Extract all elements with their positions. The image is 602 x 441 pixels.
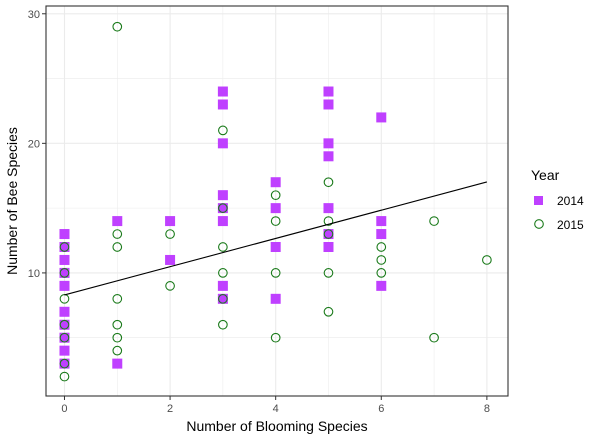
data-point-2014: [217, 293, 228, 304]
data-point-2015: [218, 293, 228, 304]
data-point-2015: [482, 255, 492, 265]
data-point-2014: [59, 267, 70, 278]
data-point-2014: [376, 280, 387, 291]
data-point-2015: [112, 21, 123, 32]
data-point-2014: [217, 138, 228, 149]
data-point-2014: [323, 138, 334, 149]
data-point-2015: [218, 319, 228, 330]
data-point-2015: [59, 332, 70, 343]
data-point-2014: [59, 306, 70, 317]
data-point-2014: [323, 86, 334, 97]
data-point-2015: [218, 242, 228, 252]
y-tick-label: 10: [28, 268, 40, 280]
data-point-2014: [270, 293, 281, 304]
x-axis-title: Number of Blooming Species: [186, 418, 367, 434]
data-point-2015: [270, 216, 281, 226]
data-point-2015: [112, 293, 123, 304]
trend-line: [64, 181, 488, 296]
data-point-2014: [165, 254, 176, 265]
data-point-2015: [112, 242, 123, 252]
data-point-2014: [165, 216, 176, 227]
data-point-2015: [59, 268, 70, 278]
data-point-2014: [376, 112, 387, 123]
data-point-2014: [217, 99, 228, 110]
data-point-2014: [217, 86, 228, 97]
data-point-2015: [323, 268, 334, 278]
data-point-2014: [59, 358, 70, 369]
data-point-2014: [59, 254, 70, 265]
data-point-2014: [270, 203, 281, 214]
x-tick-label: 4: [273, 403, 279, 415]
x-tick-label: 6: [378, 403, 384, 415]
data-point-2014: [59, 241, 70, 252]
data-point-2015: [59, 319, 70, 330]
data-point-2014: [323, 229, 334, 240]
data-point-2015: [323, 177, 334, 188]
data-point-2014: [59, 229, 70, 240]
data-point-2015: [112, 332, 123, 343]
y-tick-label: 30: [28, 9, 40, 21]
data-point-2014: [323, 99, 334, 110]
data-point-2014: [217, 216, 228, 227]
legend: Year 2014 2015: [531, 167, 584, 232]
legend-label-2014: 2014: [557, 194, 584, 208]
legend-title: Year: [531, 167, 560, 183]
data-point-2014: [270, 177, 281, 188]
data-point-2014: [217, 190, 228, 201]
data-point-2014: [323, 241, 334, 252]
data-point-2014: [376, 216, 387, 227]
series-2015-points: [59, 21, 492, 382]
data-point-2015: [270, 268, 281, 278]
data-point-2015: [165, 229, 175, 239]
data-point-2015: [376, 255, 387, 265]
data-point-2015: [112, 229, 123, 239]
data-point-2014: [59, 280, 70, 291]
data-point-2015: [429, 332, 439, 343]
legend-label-2015: 2015: [557, 218, 584, 232]
x-tick-label: 2: [167, 403, 173, 415]
data-point-2015: [429, 216, 439, 226]
y-axis-ticks: 10 20 30: [28, 9, 46, 280]
data-point-2015: [376, 242, 387, 252]
legend-key-2015: [534, 219, 544, 229]
data-point-2015: [218, 268, 228, 278]
data-point-2015: [59, 358, 70, 369]
data-point-2015: [323, 216, 334, 226]
data-point-2014: [270, 241, 281, 252]
data-point-2015: [323, 229, 334, 239]
y-tick-label: 20: [28, 138, 40, 150]
x-tick-label: 0: [61, 403, 67, 415]
data-point-2015: [59, 242, 70, 252]
data-point-2014: [59, 345, 70, 356]
data-point-2014: [112, 358, 123, 369]
data-point-2015: [165, 281, 175, 291]
x-axis-ticks: 0 2 4 6 8: [61, 396, 490, 415]
data-point-2015: [270, 190, 281, 201]
data-point-2014: [217, 203, 228, 214]
grid-lines: [46, 6, 508, 396]
data-point-2015: [376, 268, 387, 278]
data-point-2014: [323, 203, 334, 214]
series-2014-points: [59, 86, 387, 369]
data-point-2015: [218, 125, 228, 136]
data-point-2014: [376, 229, 387, 240]
data-point-2015: [112, 319, 123, 330]
data-point-2014: [112, 216, 123, 227]
data-point-2014: [59, 332, 70, 343]
panel-border: [45, 5, 509, 397]
data-point-2015: [323, 306, 334, 317]
data-point-2015: [270, 332, 281, 343]
data-point-2015: [218, 203, 228, 213]
data-point-2015: [112, 345, 123, 356]
data-point-2015: [59, 371, 70, 382]
y-axis-title: Number of Bee Species: [4, 127, 20, 275]
data-point-2014: [59, 319, 70, 330]
data-point-2014: [217, 280, 228, 291]
x-tick-label: 8: [484, 403, 490, 415]
legend-key-2014: [534, 196, 543, 205]
data-point-2014: [323, 151, 334, 162]
